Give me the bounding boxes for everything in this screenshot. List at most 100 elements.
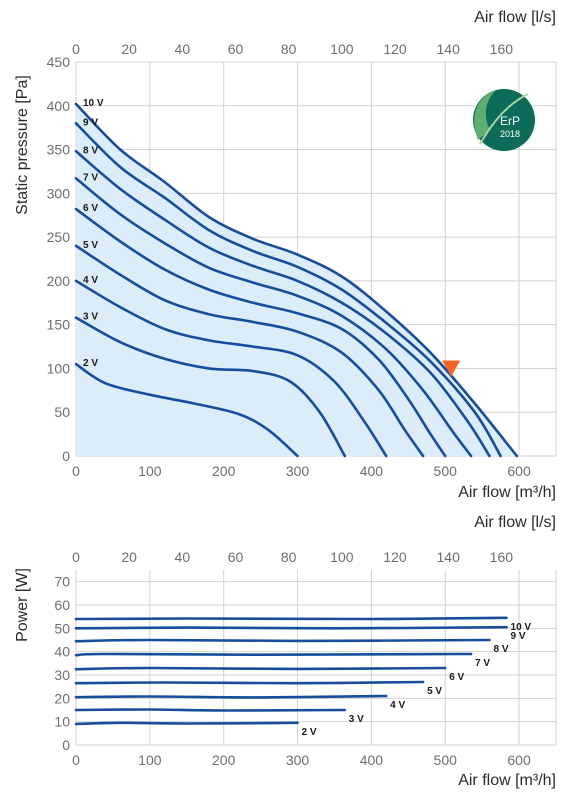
y-tick-label: 150: [47, 317, 71, 333]
curve-3v: [74, 316, 347, 458]
y-tick-label: 0: [62, 737, 70, 753]
x-tick-label: 200: [212, 752, 236, 768]
curve-label: 7 V: [83, 172, 98, 183]
pressure-chart: 2 V3 V4 V5 V6 V7 V8 V9 V10 V 0 100 200 300 4…: [14, 9, 557, 501]
x-tick-label: 300: [286, 463, 310, 479]
erp-2018-badge: ErP 2018: [473, 89, 535, 151]
triangle-down-icon: [442, 360, 461, 377]
curve-label: 6 V: [449, 672, 464, 683]
curve-label: 2 V: [302, 727, 317, 738]
curve-3v: [74, 708, 347, 712]
x-tick-label: 100: [138, 752, 162, 768]
leaf-icon: [474, 90, 496, 140]
curve-4v: [74, 694, 388, 699]
badge-circle: [473, 89, 535, 151]
x-top-tick-label: 60: [228, 549, 244, 565]
x-top-tick-label: 100: [330, 41, 354, 57]
power-chart: 2 V3 V4 V5 V6 V7 V8 V9 V10 V 0 100 200 300 4…: [14, 514, 557, 789]
curve-6v: [74, 207, 447, 458]
curve-label: 8 V: [494, 644, 509, 655]
curve-7v: [74, 652, 473, 657]
x-top-tick-label: 140: [437, 549, 461, 565]
curve-2v: [74, 362, 299, 458]
curve-5v: [74, 680, 425, 685]
y-tick-label: 200: [47, 273, 71, 289]
y-tick-label: 30: [54, 667, 70, 683]
power-chart-curve-labels: 2 V 3 V 4 V 5 V 6 V 7 V 8 V9 V10 V: [302, 622, 532, 738]
y-tick-label: 400: [47, 98, 71, 114]
x-tick-label: 600: [507, 463, 531, 479]
y-tick-label: 0: [62, 448, 70, 464]
x-tick-label: 200: [212, 463, 236, 479]
curve-7v: [74, 177, 473, 458]
y-tick-label: 450: [47, 54, 71, 70]
x-tick-label: 500: [434, 463, 458, 479]
x-top-tick-label: 20: [121, 41, 137, 57]
y-tick-label: 60: [54, 597, 70, 613]
x-tick-label: 0: [72, 752, 80, 768]
y-tick-label: 50: [54, 404, 70, 420]
x-top-tick-label: 40: [175, 549, 191, 565]
curve-4v: [74, 279, 388, 458]
pressure-chart-curve-labels: 2 V 3 V 4 V 5 V 6 V 7 V 8 V 9 V 10 V: [83, 98, 104, 369]
y-tick-label: 250: [47, 229, 71, 245]
x-top-tick-label: 120: [383, 549, 407, 565]
y-tick-label: 100: [47, 360, 71, 376]
curve-9v: [74, 625, 508, 630]
curve-label: 8 V: [83, 145, 98, 156]
pressure-chart-x-axis-title: Air flow [m³/h]: [458, 484, 556, 501]
power-chart-y-ticks: 0 10 20 30 40 50 60 70: [54, 574, 70, 753]
power-chart-top-ticks: 0 20 40 60 80 100 120 140 160: [72, 549, 513, 565]
y-tick-label: 50: [54, 620, 70, 636]
curve-label: 3 V: [83, 312, 98, 323]
x-top-tick-label: 100: [330, 549, 354, 565]
curve-label: 9 V: [83, 117, 98, 128]
y-tick-label: 20: [54, 690, 70, 706]
curve-label: 7 V: [475, 658, 490, 669]
x-top-tick-label: 0: [72, 41, 80, 57]
curve-8v: [74, 150, 491, 458]
y-tick-label: 300: [47, 185, 71, 201]
x-top-tick-label: 0: [72, 549, 80, 565]
y-tick-label: 350: [47, 142, 71, 158]
curve-5v: [74, 244, 425, 458]
curve-2v: [74, 721, 299, 726]
curve-6v: [74, 666, 447, 671]
x-top-tick-label: 80: [281, 549, 297, 565]
x-tick-label: 600: [507, 752, 531, 768]
x-top-tick-label: 20: [121, 549, 137, 565]
x-tick-label: 400: [360, 463, 384, 479]
x-top-tick-label: 60: [228, 41, 244, 57]
x-tick-label: 0: [72, 463, 80, 479]
badge-year-text: 2018: [500, 129, 520, 139]
curve-label: 6 V: [83, 203, 98, 214]
x-top-tick-label: 140: [437, 41, 461, 57]
curve-label: 4 V: [83, 275, 98, 286]
power-chart-top-axis-title: Air flow [l/s]: [474, 514, 556, 531]
curve-10v: [74, 616, 508, 621]
y-tick-label: 10: [54, 714, 70, 730]
power-chart-y-axis-title: Power [W]: [14, 568, 31, 642]
power-chart-x-ticks: 0 100 200 300 400 500 600: [72, 752, 531, 768]
y-tick-label: 40: [54, 644, 70, 660]
pressure-chart-curves: [74, 102, 519, 458]
curve-label: 3 V: [349, 714, 364, 725]
pressure-chart-y-axis-title: Static pressure [Pa]: [14, 75, 31, 215]
curve-9v: [74, 122, 502, 458]
curve-label: 5 V: [427, 686, 442, 697]
badge-erp-text: ErP: [500, 114, 520, 128]
power-chart-x-axis-title: Air flow [m³/h]: [458, 772, 556, 789]
x-tick-label: 300: [286, 752, 310, 768]
x-tick-label: 100: [138, 463, 162, 479]
curve-label: 9 V: [511, 631, 526, 642]
curve-label: 10 V: [83, 98, 104, 109]
power-chart-curves: [74, 616, 508, 726]
x-top-tick-label: 120: [383, 41, 407, 57]
x-top-tick-label: 160: [490, 41, 514, 57]
curve-label: 2 V: [83, 358, 98, 369]
x-tick-label: 500: [434, 752, 458, 768]
x-tick-label: 400: [360, 752, 384, 768]
x-top-tick-label: 40: [175, 41, 191, 57]
curve-label: 10 V: [511, 622, 532, 633]
